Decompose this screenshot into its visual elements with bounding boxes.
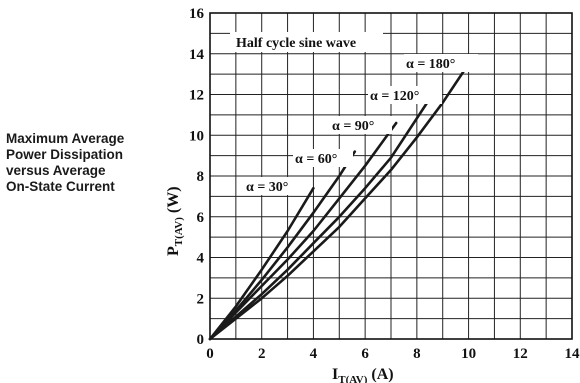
curve-label: α = 30° xyxy=(246,180,288,195)
y-tick-label: 6 xyxy=(197,210,205,226)
y-tick-label: 4 xyxy=(197,251,205,267)
y-tick-label: 16 xyxy=(189,6,205,22)
annotation-text: Half cycle sine wave xyxy=(236,36,356,51)
y-axis-title-sub: T(AV) xyxy=(173,217,185,246)
curve-label: α = 90° xyxy=(332,119,374,134)
annotation-box xyxy=(230,32,383,52)
x-tick-label: 12 xyxy=(513,346,528,362)
series-lines xyxy=(208,62,470,341)
curve-label-bg xyxy=(330,116,392,134)
x-tick-label: 4 xyxy=(310,346,318,362)
y-axis-title: PT(AV) (W) xyxy=(165,186,185,256)
series-line xyxy=(208,97,432,341)
x-tick-label: 8 xyxy=(413,346,421,362)
curve-label-bg xyxy=(244,177,306,195)
y-axis-title-unit: (W) xyxy=(165,186,182,217)
plot-frame xyxy=(209,12,573,340)
y-tick-label: 0 xyxy=(197,332,205,348)
y-tick-label: 14 xyxy=(189,47,205,63)
caption-line: Maximum Average xyxy=(6,131,125,146)
y-axis-title-main: P xyxy=(165,246,182,256)
y-tick-label: 2 xyxy=(197,291,205,307)
curve-label: α = 180° xyxy=(406,57,455,72)
series-line xyxy=(208,150,357,341)
curve-label-bg xyxy=(293,149,353,167)
chart-caption: Maximum Average Power Dissipation versus… xyxy=(6,131,166,195)
series-line xyxy=(208,62,470,341)
x-tick-label: 6 xyxy=(361,346,369,362)
curve-labels: α = 30° α = 60° α = 90° α = 120° α = 180… xyxy=(244,54,478,195)
curve-label-bg xyxy=(368,86,442,104)
caption-line: On-State Current xyxy=(6,179,115,194)
x-axis-title-main: I xyxy=(332,366,338,383)
plot-border xyxy=(209,12,573,340)
x-tick-label: 14 xyxy=(565,346,580,362)
caption-line: versus Average xyxy=(6,163,106,178)
x-tick-label: 10 xyxy=(461,346,476,362)
tick-labels: 0 2 4 6 8 10 12 14 0 2 4 6 8 10 12 14 16 xyxy=(189,6,580,362)
y-tick-label: 10 xyxy=(189,128,204,144)
y-tick-label: 8 xyxy=(197,169,205,185)
x-tick-label: 2 xyxy=(258,346,266,362)
curve-label: α = 60° xyxy=(295,152,337,167)
series-line xyxy=(208,186,315,341)
curve-label-bg xyxy=(404,54,478,72)
x-tick-label: 0 xyxy=(206,346,214,362)
y-tick-label: 12 xyxy=(189,88,204,104)
caption-line: Power Dissipation xyxy=(6,147,124,162)
x-axis-title-unit: (A) xyxy=(367,366,393,383)
curve-label: α = 120° xyxy=(370,89,419,104)
series-line xyxy=(208,121,398,341)
x-axis-title: IT(AV) (A) xyxy=(332,366,394,383)
x-axis-title-sub: T(AV) xyxy=(338,374,367,383)
